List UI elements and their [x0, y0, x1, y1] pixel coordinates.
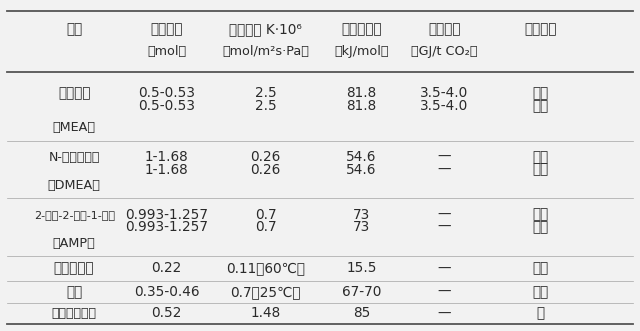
Text: 2.5: 2.5: [255, 99, 276, 113]
Text: 0.5-0.53: 0.5-0.53: [138, 86, 195, 100]
Text: 0.7（25℃）: 0.7（25℃）: [230, 285, 301, 299]
Text: —: —: [438, 163, 451, 177]
Text: 单位能耗: 单位能耗: [428, 22, 461, 36]
Text: 3.5-4.0: 3.5-4.0: [420, 99, 468, 113]
Text: 15.5: 15.5: [346, 261, 377, 275]
Text: 67-70: 67-70: [342, 285, 381, 299]
Text: 容易: 容易: [532, 150, 548, 164]
Text: 1-1.68: 1-1.68: [145, 163, 189, 177]
Text: —: —: [438, 307, 451, 320]
Text: 1.48: 1.48: [251, 307, 281, 320]
Text: 0.26: 0.26: [251, 150, 281, 164]
Text: 0.993-1.257: 0.993-1.257: [125, 208, 208, 221]
Text: 容易: 容易: [532, 86, 548, 100]
Text: （GJ/t CO₂）: （GJ/t CO₂）: [412, 45, 478, 58]
Text: （AMP）: （AMP）: [52, 237, 95, 250]
Text: 0.5-0.53: 0.5-0.53: [138, 99, 195, 113]
Text: 吸收能力: 吸收能力: [150, 22, 183, 36]
Text: 0.7: 0.7: [255, 220, 276, 234]
Text: 单位吸收热: 单位吸收热: [341, 22, 382, 36]
Text: 0.11（60℃）: 0.11（60℃）: [226, 261, 305, 275]
Text: 54.6: 54.6: [346, 163, 377, 177]
Text: 54.6: 54.6: [346, 150, 377, 164]
Text: 碳酸钾溶液: 碳酸钾溶液: [54, 261, 95, 275]
Text: 分类: 分类: [66, 22, 83, 36]
Text: 85: 85: [353, 307, 370, 320]
Text: 0.7: 0.7: [255, 208, 276, 221]
Text: —: —: [438, 285, 451, 299]
Text: 吸收速率 K·10⁶: 吸收速率 K·10⁶: [229, 22, 302, 36]
Text: 较难: 较难: [532, 285, 548, 299]
Text: （kJ/mol）: （kJ/mol）: [334, 45, 388, 58]
Text: 容易: 容易: [532, 220, 548, 234]
Text: 容易: 容易: [532, 208, 548, 221]
Text: 单乙醇胺: 单乙醇胺: [58, 86, 90, 100]
Text: 较难: 较难: [532, 261, 548, 275]
Text: 0.52: 0.52: [152, 307, 182, 320]
Text: 肌氨酸钾溶液: 肌氨酸钾溶液: [52, 307, 97, 320]
Text: （mol）: （mol）: [147, 45, 186, 58]
Text: 73: 73: [353, 220, 370, 234]
Text: N-甲基二醇胺: N-甲基二醇胺: [49, 151, 100, 164]
Text: 2-氨基-2-甲基-1-丙醇: 2-氨基-2-甲基-1-丙醇: [34, 210, 115, 219]
Text: 81.8: 81.8: [346, 86, 376, 100]
Text: （DMEA）: （DMEA）: [48, 179, 100, 192]
Text: 0.22: 0.22: [152, 261, 182, 275]
Text: 3.5-4.0: 3.5-4.0: [420, 86, 468, 100]
Text: 降解水平: 降解水平: [524, 22, 557, 36]
Text: 难: 难: [536, 307, 545, 320]
Text: 0.993-1.257: 0.993-1.257: [125, 220, 208, 234]
Text: —: —: [438, 150, 451, 164]
Text: 1-1.68: 1-1.68: [145, 150, 189, 164]
Text: 2.5: 2.5: [255, 86, 276, 100]
Text: 0.35-0.46: 0.35-0.46: [134, 285, 200, 299]
Text: —: —: [438, 220, 451, 234]
Text: —: —: [438, 208, 451, 221]
Text: 0.26: 0.26: [251, 163, 281, 177]
Text: （MEA）: （MEA）: [52, 121, 95, 134]
Text: 容易: 容易: [532, 99, 548, 113]
Text: （mol/m²s·Pa）: （mol/m²s·Pa）: [222, 45, 309, 58]
Text: 容易: 容易: [532, 163, 548, 177]
Text: 氨水: 氨水: [66, 285, 83, 299]
Text: —: —: [438, 261, 451, 275]
Text: 81.8: 81.8: [346, 99, 376, 113]
Text: 73: 73: [353, 208, 370, 221]
